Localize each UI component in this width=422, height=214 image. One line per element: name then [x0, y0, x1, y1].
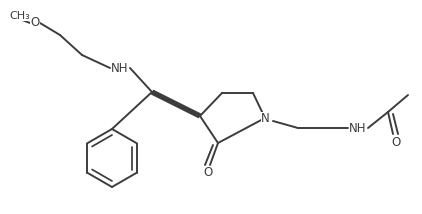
Text: CH₃: CH₃	[9, 11, 30, 21]
Text: O: O	[391, 135, 400, 149]
Text: O: O	[30, 15, 40, 28]
Text: NH: NH	[349, 122, 367, 135]
Text: NH: NH	[111, 61, 129, 74]
Text: O: O	[203, 166, 213, 180]
Text: N: N	[261, 111, 269, 125]
